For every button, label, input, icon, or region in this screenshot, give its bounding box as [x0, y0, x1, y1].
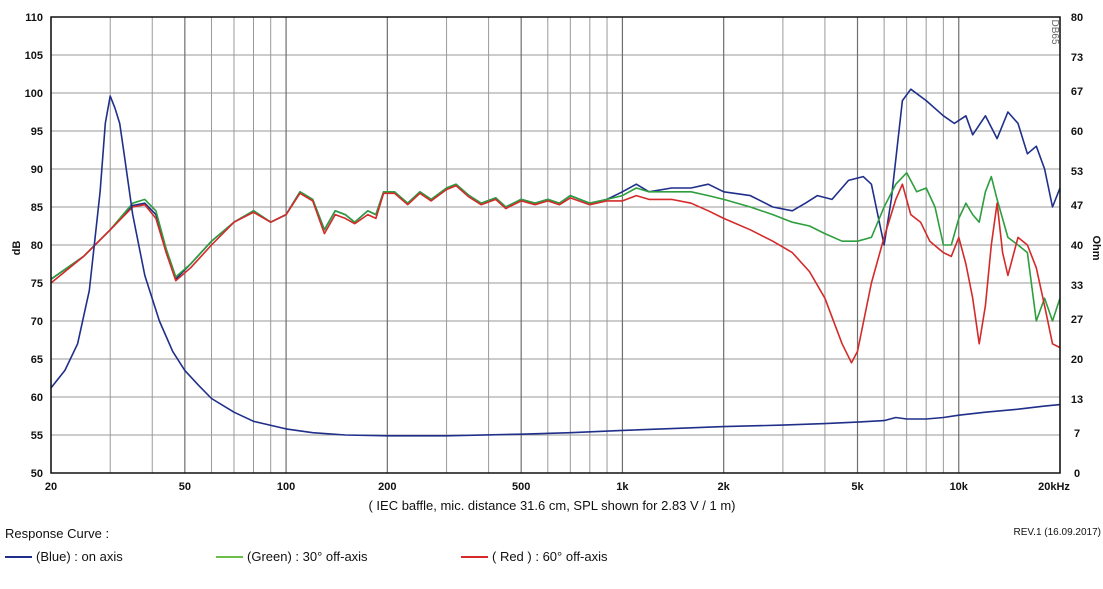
x-tick-label: 1k: [616, 481, 629, 493]
y-tick-label: 55: [31, 430, 43, 442]
x-tick-label: 500: [512, 481, 530, 493]
y-tick-label: 110: [25, 12, 43, 24]
y2-tick-label: 27: [1071, 314, 1083, 326]
y-tick-label: 80: [31, 240, 43, 252]
x-tick-label: 20kHz: [1038, 481, 1070, 493]
grid: [50, 16, 1061, 474]
x-tick-label: 2k: [718, 481, 731, 493]
y-tick-label: 95: [31, 126, 43, 138]
legend-label-blue: (Blue) : on axis: [36, 549, 123, 564]
y2-tick-label: 60: [1071, 126, 1083, 138]
y-axis-title: dB: [11, 241, 23, 256]
y2-tick-label: 33: [1071, 280, 1083, 292]
x-tick-label: 20: [45, 481, 57, 493]
legend-swatch-blue: [5, 555, 32, 558]
y-tick-label: 105: [25, 50, 43, 62]
y2-tick-label: 0: [1074, 468, 1080, 480]
x-tick-label: 5k: [851, 481, 864, 493]
x-tick-label: 10k: [950, 481, 969, 493]
y-tick-label: 90: [31, 164, 43, 176]
legend-title: Response Curve :: [5, 526, 110, 541]
y-tick-label: 60: [31, 392, 43, 404]
series-lines: [50, 88, 1061, 437]
y2-tick-label: 47: [1071, 200, 1083, 212]
x-tick-label: 50: [179, 481, 191, 493]
y2-axis-title: Ohm: [1090, 235, 1102, 260]
y2-tick-label: 20: [1071, 354, 1083, 366]
legend-label-red: ( Red ) : 60° off-axis: [492, 549, 608, 564]
legend-item-red: ( Red ) : 60° off-axis: [461, 549, 608, 564]
series-line-2: [50, 183, 1061, 364]
revision-label: REV.1 (16.09.2017): [1013, 527, 1101, 538]
legend-item-green: (Green) : 30° off-axis: [216, 549, 368, 564]
legend-label-green: (Green) : 30° off-axis: [247, 549, 368, 564]
y-tick-label: 85: [31, 202, 43, 214]
y2-tick-label: 7: [1074, 428, 1080, 440]
y-tick-label: 100: [25, 88, 43, 100]
axis-labels: 1101051009590858075706560555080736760534…: [11, 12, 1102, 513]
legend-item-blue: (Blue) : on axis: [5, 549, 123, 564]
x-tick-label: 200: [378, 481, 396, 493]
legend-swatch-red: [461, 555, 488, 558]
y-tick-label: 70: [31, 316, 43, 328]
x-tick-label: 100: [277, 481, 295, 493]
y2-tick-label: 67: [1071, 86, 1083, 98]
y-tick-label: 65: [31, 354, 43, 366]
x-axis-caption: ( IEC baffle, mic. distance 31.6 cm, SPL…: [368, 498, 735, 513]
series-line-3: [50, 95, 1061, 437]
watermark-text: DB65: [1049, 19, 1060, 44]
series-line-1: [50, 172, 1061, 322]
y2-tick-label: 40: [1071, 240, 1083, 252]
y2-tick-label: 53: [1071, 166, 1083, 178]
plot-frame: [50, 16, 1061, 474]
y2-tick-label: 13: [1071, 394, 1083, 406]
y2-tick-label: 80: [1071, 12, 1083, 24]
legend-swatch-green: [216, 555, 243, 558]
y2-tick-label: 73: [1071, 52, 1083, 64]
legend-footer: Response Curve : REV.1 (16.09.2017) (Blu…: [0, 518, 1103, 589]
y-tick-label: 75: [31, 278, 43, 290]
y-tick-label: 50: [31, 468, 43, 480]
